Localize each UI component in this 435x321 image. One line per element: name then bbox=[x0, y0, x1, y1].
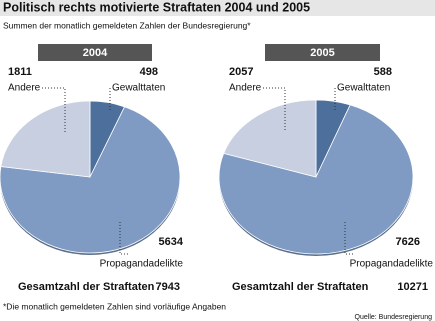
total-label: Gesamtzahl der Straftaten bbox=[232, 281, 369, 293]
slice-value: 7626 bbox=[396, 236, 420, 248]
slice-value: 5634 bbox=[159, 236, 184, 248]
leader-line bbox=[263, 87, 286, 132]
slice-label: Andere bbox=[8, 83, 41, 94]
slice-label: Gewalttaten bbox=[337, 83, 390, 94]
total-value: 10271 bbox=[397, 281, 428, 293]
page-title: Politisch rechts motivierte Straftaten 2… bbox=[3, 0, 310, 14]
pie-title: 2004 bbox=[83, 47, 108, 59]
pie-title: 2005 bbox=[310, 47, 334, 59]
year-box bbox=[265, 44, 380, 61]
slice-label: Gewalttaten bbox=[112, 83, 165, 94]
year-box bbox=[38, 44, 152, 61]
pie-slice bbox=[223, 99, 317, 178]
total-value: 7943 bbox=[156, 281, 180, 293]
footnote: *Die monatlich gemeldeten Zahlen sind vo… bbox=[3, 301, 226, 311]
subtitle: Summen der monatlich gemeldeten Zahlen d… bbox=[3, 20, 251, 30]
source: Quelle: Bundesregierung bbox=[355, 314, 433, 321]
slice-value: 2057 bbox=[229, 66, 253, 78]
pie-slice bbox=[0, 100, 91, 178]
pie-slice bbox=[218, 104, 414, 255]
slice-label: Andere bbox=[229, 83, 262, 94]
title-band bbox=[0, 0, 435, 16]
slice-value: 498 bbox=[140, 66, 158, 78]
total-label: Gesamtzahl der Straftaten bbox=[18, 281, 155, 293]
pie-slice bbox=[0, 106, 181, 254]
slice-label: Propagandadelikte bbox=[350, 259, 434, 270]
slice-label: Propagandadelikte bbox=[100, 259, 184, 270]
slice-value: 588 bbox=[374, 66, 392, 78]
slice-value: 1811 bbox=[8, 66, 32, 78]
